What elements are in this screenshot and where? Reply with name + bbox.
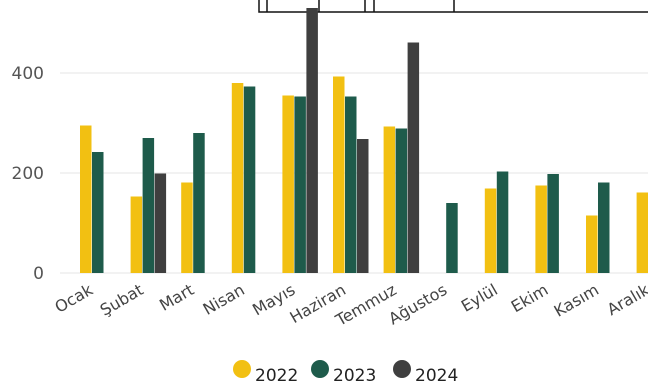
bar-2024-6 bbox=[407, 42, 420, 273]
bar-2022-9 bbox=[535, 185, 547, 273]
x-tick-label: Kasım bbox=[551, 280, 602, 321]
x-tick-label: Şubat bbox=[97, 280, 147, 320]
bar-2022-10 bbox=[586, 215, 598, 273]
bar-2022-2 bbox=[181, 182, 193, 273]
x-tick-label: Ocak bbox=[51, 280, 96, 317]
legend-label-2024: 2024 bbox=[415, 366, 458, 386]
y-tick-label: 200 bbox=[12, 164, 44, 184]
bar-2023-7 bbox=[446, 203, 458, 273]
y-tick-label: 400 bbox=[12, 64, 44, 84]
bar-2022-3 bbox=[231, 83, 244, 273]
bar-2022-6 bbox=[383, 126, 396, 273]
bar-2022-8 bbox=[484, 188, 497, 273]
x-axis-labels: Ocak Şubat Mart Nisan MayısHaziranTemmuzAğus… bbox=[51, 280, 648, 331]
x-tick-label: Ağustos bbox=[385, 280, 450, 328]
bar-2024-1 bbox=[154, 173, 167, 273]
legend: 2022 2023 2024 bbox=[233, 360, 458, 386]
legend-label-2023: 2023 bbox=[333, 366, 376, 386]
bar-2023-9 bbox=[547, 174, 559, 273]
y-axis-ticks: 0 200 400 bbox=[12, 64, 44, 284]
legend-marker-2023 bbox=[311, 360, 329, 378]
bar-2023-5 bbox=[345, 96, 357, 273]
x-tick-label: Ekim bbox=[508, 280, 552, 316]
bar-2022-1 bbox=[130, 196, 143, 273]
bar-2023-3 bbox=[243, 86, 256, 273]
top-brackets bbox=[258, 0, 648, 13]
x-tick-label: Eylül bbox=[458, 280, 501, 316]
bar-2024-5 bbox=[357, 139, 369, 273]
legend-marker-2022 bbox=[233, 360, 251, 378]
y-tick-label: 0 bbox=[33, 264, 44, 284]
bar-2023-8 bbox=[496, 171, 509, 273]
bar-2023-10 bbox=[598, 182, 610, 273]
bar-2023-1 bbox=[142, 138, 155, 273]
legend-label-2022: 2022 bbox=[255, 366, 298, 386]
bar-2022-0 bbox=[80, 125, 92, 273]
bar-2022-4 bbox=[282, 95, 294, 273]
bar-2023-6 bbox=[395, 128, 408, 273]
x-tick-label: Aralık bbox=[604, 280, 648, 320]
bars bbox=[80, 8, 648, 273]
bar-2024-4 bbox=[306, 8, 318, 273]
x-tick-label: Mart bbox=[156, 280, 197, 315]
bar-2023-2 bbox=[193, 133, 205, 273]
bar-2022-5 bbox=[333, 76, 345, 273]
bar-2023-0 bbox=[92, 152, 104, 273]
legend-marker-2024 bbox=[393, 360, 411, 378]
bar-2023-4 bbox=[294, 96, 306, 273]
x-tick-label: Nisan bbox=[200, 280, 248, 319]
bar-2022-11 bbox=[636, 192, 648, 273]
